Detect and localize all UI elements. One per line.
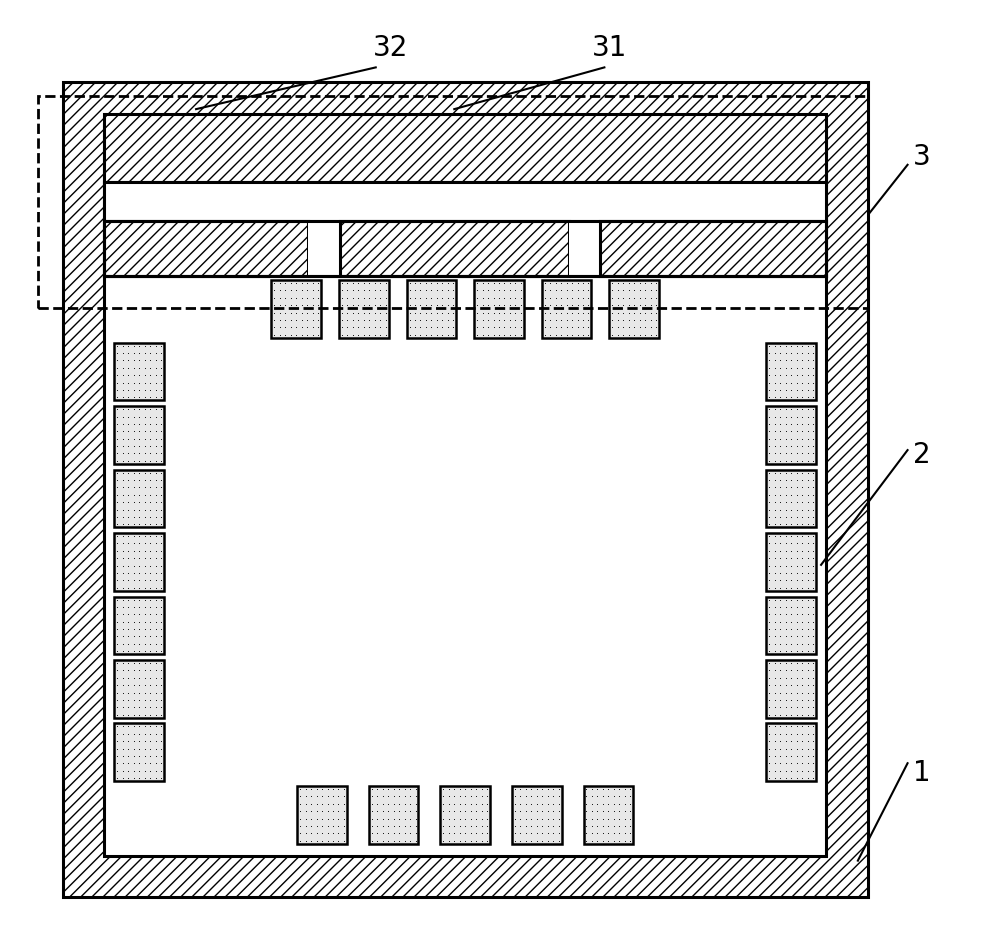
- Bar: [440, 786, 490, 843]
- Bar: [609, 280, 659, 338]
- Bar: [114, 469, 164, 527]
- Text: 32: 32: [373, 34, 408, 62]
- Bar: [104, 222, 826, 276]
- Bar: [114, 343, 164, 400]
- Bar: [512, 786, 562, 843]
- Text: 2: 2: [913, 441, 930, 469]
- Text: 31: 31: [592, 34, 627, 62]
- Bar: [584, 786, 633, 843]
- Bar: [104, 124, 826, 856]
- Bar: [114, 406, 164, 464]
- Bar: [766, 660, 816, 718]
- Bar: [38, 96, 868, 308]
- Bar: [766, 597, 816, 654]
- Bar: [766, 469, 816, 527]
- Bar: [297, 786, 347, 843]
- Bar: [271, 280, 321, 338]
- Bar: [104, 114, 826, 181]
- Bar: [600, 222, 826, 276]
- Bar: [114, 533, 164, 591]
- Bar: [766, 724, 816, 781]
- Bar: [407, 280, 456, 338]
- Text: 1: 1: [913, 759, 930, 787]
- Bar: [114, 660, 164, 718]
- Bar: [474, 280, 524, 338]
- Bar: [766, 343, 816, 400]
- Bar: [340, 222, 569, 276]
- Bar: [104, 222, 308, 276]
- Bar: [766, 406, 816, 464]
- Bar: [308, 222, 340, 276]
- Bar: [114, 724, 164, 781]
- Text: 3: 3: [913, 143, 930, 171]
- Bar: [369, 786, 418, 843]
- Bar: [766, 533, 816, 591]
- Bar: [339, 280, 389, 338]
- Bar: [569, 222, 600, 276]
- Bar: [63, 82, 868, 898]
- Bar: [114, 597, 164, 654]
- Bar: [542, 280, 591, 338]
- Bar: [104, 181, 826, 222]
